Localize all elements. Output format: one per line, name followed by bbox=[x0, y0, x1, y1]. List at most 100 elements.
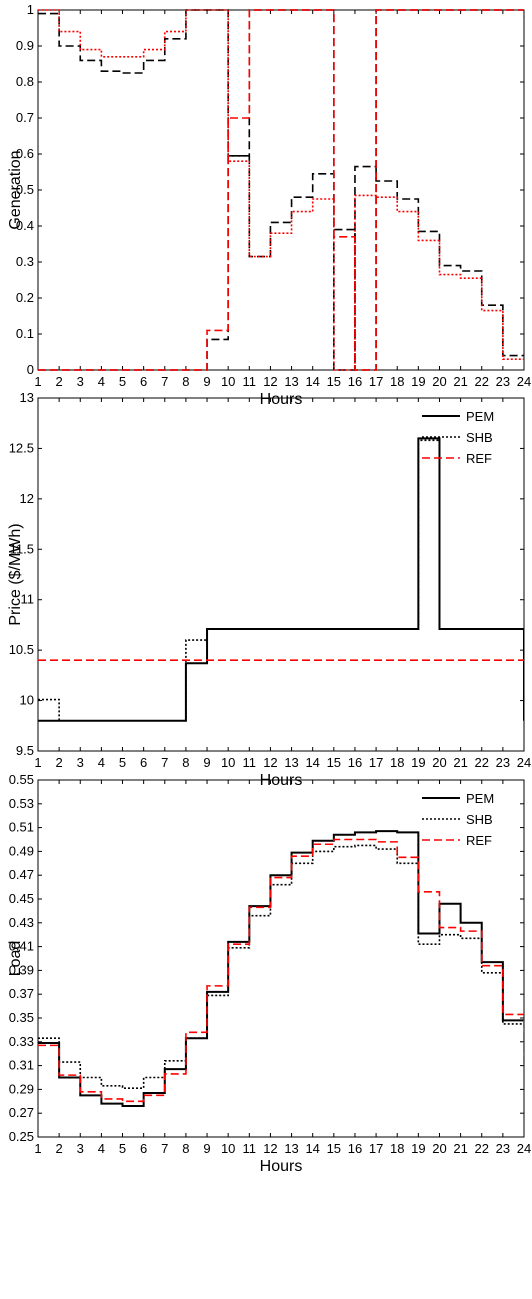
y-tick-label: 0.35 bbox=[9, 1010, 34, 1025]
x-tick-label: 13 bbox=[284, 374, 298, 389]
y-tick-label: 0.1 bbox=[16, 326, 34, 341]
x-tick-label: 10 bbox=[221, 755, 235, 770]
x-tick-label: 17 bbox=[369, 755, 383, 770]
x-tick-label: 4 bbox=[98, 755, 105, 770]
x-tick-label: 18 bbox=[390, 755, 404, 770]
y-tick-label: 10 bbox=[20, 693, 34, 708]
x-tick-label: 12 bbox=[263, 1141, 277, 1156]
x-tick-label: 14 bbox=[305, 1141, 319, 1156]
y-tick-label: 11.5 bbox=[10, 541, 34, 556]
x-tick-label: 16 bbox=[348, 374, 362, 389]
x-tick-label: 4 bbox=[98, 1141, 105, 1156]
x-tick-label: 20 bbox=[432, 374, 446, 389]
x-tick-label: 3 bbox=[77, 1141, 84, 1156]
x-tick-label: 22 bbox=[475, 755, 489, 770]
plot-area bbox=[37, 397, 525, 752]
y-tick-label: 0.5 bbox=[16, 182, 34, 197]
x-tick-label: 5 bbox=[119, 755, 126, 770]
x-tick-label: 24 bbox=[517, 374, 531, 389]
series-line-pem bbox=[38, 437, 524, 722]
x-axis-label: Hours bbox=[260, 391, 303, 408]
series-line-shb bbox=[38, 844, 524, 1090]
legend-label-ref: REF bbox=[466, 451, 492, 466]
x-tick-label: 1 bbox=[34, 374, 41, 389]
x-tick-label: 14 bbox=[305, 374, 319, 389]
x-tick-label: 19 bbox=[411, 755, 425, 770]
y-tick-label: 0.33 bbox=[9, 1034, 34, 1049]
y-tick-label: 0.49 bbox=[9, 843, 34, 858]
x-tick-label: 9 bbox=[203, 1141, 210, 1156]
y-tick-label: 0.41 bbox=[9, 939, 34, 954]
y-axis-label: Load bbox=[7, 941, 24, 977]
x-tick-label: 16 bbox=[348, 1141, 362, 1156]
x-tick-label: 22 bbox=[475, 1141, 489, 1156]
y-tick-label: 0.6 bbox=[16, 146, 34, 161]
y-tick-label: 0.55 bbox=[9, 772, 34, 787]
x-tick-label: 7 bbox=[161, 1141, 168, 1156]
x-tick-label: 21 bbox=[453, 374, 467, 389]
y-tick-label: 0.43 bbox=[9, 915, 34, 930]
y-tick-label: 0.53 bbox=[9, 796, 34, 811]
x-tick-label: 23 bbox=[496, 374, 510, 389]
plot-area bbox=[37, 779, 525, 1138]
y-tick-label: 0.39 bbox=[9, 962, 34, 977]
y-tick-label: 0.27 bbox=[9, 1105, 34, 1120]
x-tick-label: 11 bbox=[243, 755, 257, 770]
x-tick-label: 7 bbox=[161, 755, 168, 770]
chart-panel-1: 1 2 3 4 5 6 7 8 9 10 11 12 13 14 15 16 17 18 19 20 21 22 23 240… bbox=[7, 2, 531, 408]
y-tick-label: 12.5 bbox=[9, 440, 34, 455]
x-tick-label: 12 bbox=[263, 755, 277, 770]
chart-panel-2: 1 2 3 4 5 6 7 8 9 10 11 12 13 14 15 16 17 18 19 20 21 22 23 249… bbox=[7, 390, 531, 789]
x-tick-label: 6 bbox=[140, 1141, 147, 1156]
y-axis-label: Generation bbox=[7, 150, 24, 229]
x-tick-label: 15 bbox=[327, 755, 341, 770]
x-tick-label: 20 bbox=[432, 1141, 446, 1156]
x-tick-label: 24 bbox=[517, 755, 531, 770]
legend-label-shb: SHB bbox=[466, 812, 493, 827]
x-tick-label: 13 bbox=[284, 1141, 298, 1156]
y-tick-label: 0.45 bbox=[9, 891, 34, 906]
y-tick-label: 11 bbox=[21, 592, 35, 607]
x-tick-label: 8 bbox=[182, 755, 189, 770]
x-tick-label: 10 bbox=[221, 374, 235, 389]
y-tick-label: 0.3 bbox=[16, 254, 34, 269]
series-line-series-4 bbox=[38, 9, 524, 371]
x-tick-label: 19 bbox=[411, 1141, 425, 1156]
x-tick-label: 22 bbox=[475, 374, 489, 389]
series-line-ref bbox=[38, 838, 524, 1103]
y-tick-label: 13 bbox=[20, 390, 34, 405]
x-tick-label: 1 bbox=[34, 1141, 41, 1156]
y-tick-label: 12 bbox=[20, 491, 34, 506]
x-tick-label: 24 bbox=[517, 1141, 531, 1156]
legend: PEM SHB REF bbox=[422, 791, 494, 848]
x-tick-label: 5 bbox=[119, 374, 126, 389]
x-tick-label: 3 bbox=[77, 755, 84, 770]
x-tick-label: 9 bbox=[203, 374, 210, 389]
x-tick-label: 6 bbox=[140, 755, 147, 770]
x-tick-label: 11 bbox=[243, 374, 257, 389]
x-tick-label: 5 bbox=[119, 1141, 126, 1156]
y-tick-label: 0.4 bbox=[16, 218, 34, 233]
x-tick-label: 7 bbox=[161, 374, 168, 389]
y-tick-label: 0.37 bbox=[9, 986, 34, 1001]
x-tick-label: 2 bbox=[56, 374, 63, 389]
x-tick-label: 18 bbox=[390, 374, 404, 389]
x-tick-label: 14 bbox=[305, 755, 319, 770]
chart-panel-3: 1 2 3 4 5 6 7 8 9 10 11 12 13 14 15 16 17 18 19 20 21 22 23 240… bbox=[7, 772, 531, 1175]
legend: PEM SHB REF bbox=[422, 409, 494, 466]
x-tick-label: 19 bbox=[411, 374, 425, 389]
y-tick-label: 0.29 bbox=[9, 1081, 34, 1096]
x-tick-label: 23 bbox=[496, 1141, 510, 1156]
x-tick-label: 15 bbox=[327, 374, 341, 389]
x-tick-label: 10 bbox=[221, 1141, 235, 1156]
x-tick-label: 18 bbox=[390, 1141, 404, 1156]
x-tick-label: 13 bbox=[284, 755, 298, 770]
x-tick-label: 3 bbox=[77, 374, 84, 389]
x-tick-label: 20 bbox=[432, 755, 446, 770]
y-tick-label: 0 bbox=[27, 362, 34, 377]
x-tick-label: 23 bbox=[496, 755, 510, 770]
x-axis-label: Hours bbox=[260, 1158, 303, 1175]
y-tick-label: 0.2 bbox=[16, 290, 34, 305]
y-tick-label: 10.5 bbox=[9, 642, 34, 657]
